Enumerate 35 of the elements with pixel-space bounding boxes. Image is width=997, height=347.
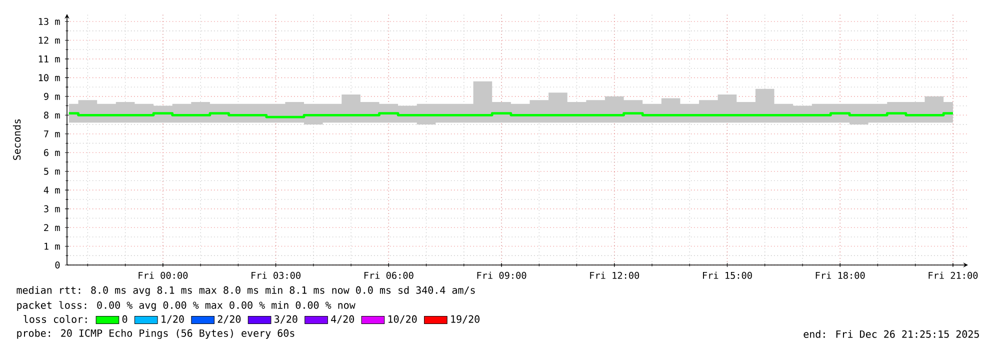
legend-label: 1/20	[162, 315, 184, 324]
legend-label: 4/20	[331, 315, 354, 324]
y-tick-label: 0	[55, 261, 60, 269]
y-tick-label: 5 m	[44, 168, 60, 175]
x-tick-label: Fri 06:00	[364, 272, 414, 279]
y-tick-label: 6 m	[44, 149, 60, 156]
x-tick-label: Fri 09:00	[477, 272, 526, 279]
text: median rtt: 8.0 ms avg 8.1 ms max 8.0 ms min 8.1 ms now 0.0 ms sd 340.4 am/s	[16, 286, 475, 296]
y-tick-label: 1 m	[44, 242, 60, 250]
y-tick-label: 10 m	[38, 74, 60, 82]
legend-label: 10/20	[388, 315, 417, 324]
legend-label: 0	[122, 315, 128, 323]
y-tick-label: 2 m	[44, 224, 60, 231]
legend-label: 2/20	[218, 315, 241, 324]
y-tick-label: 7 m	[44, 130, 60, 138]
x-tick-label: Fri 00:00	[138, 272, 188, 279]
legend-label: 3/20	[274, 315, 298, 324]
y-tick-label: 12 m	[38, 36, 60, 44]
y-tick-label: 3 m	[44, 205, 60, 212]
y-tick-label: 4 m	[44, 186, 60, 194]
legend-title: loss color:	[24, 315, 87, 323]
text: probe: 20 ICMP Echo Pings (56 Bytes) every 60s	[17, 329, 294, 339]
x-tick-label: Fri 03:00	[252, 272, 300, 279]
y-tick-label: 13 m	[38, 18, 60, 26]
x-tick-label: Fri 15:00	[703, 272, 752, 279]
text: packet loss: 0.00 % avg 0.00 % max 0.00 % min 0.00 % now	[17, 301, 356, 311]
x-tick-label: Fri 12:00	[590, 272, 640, 279]
y-tick-label: 8 m	[44, 112, 60, 119]
y-tick-label: 11 m	[38, 56, 60, 62]
y-tick-label: 9 m	[44, 92, 60, 100]
x-tick-label: Fri 21:00	[928, 272, 978, 279]
y-axis-title: Seconds	[12, 119, 21, 160]
x-tick-label: Fri 18:00	[816, 272, 865, 279]
legend-label: 19/20	[451, 315, 480, 324]
text: end: Fri Dec 26 21:25:15 2025	[804, 330, 979, 338]
